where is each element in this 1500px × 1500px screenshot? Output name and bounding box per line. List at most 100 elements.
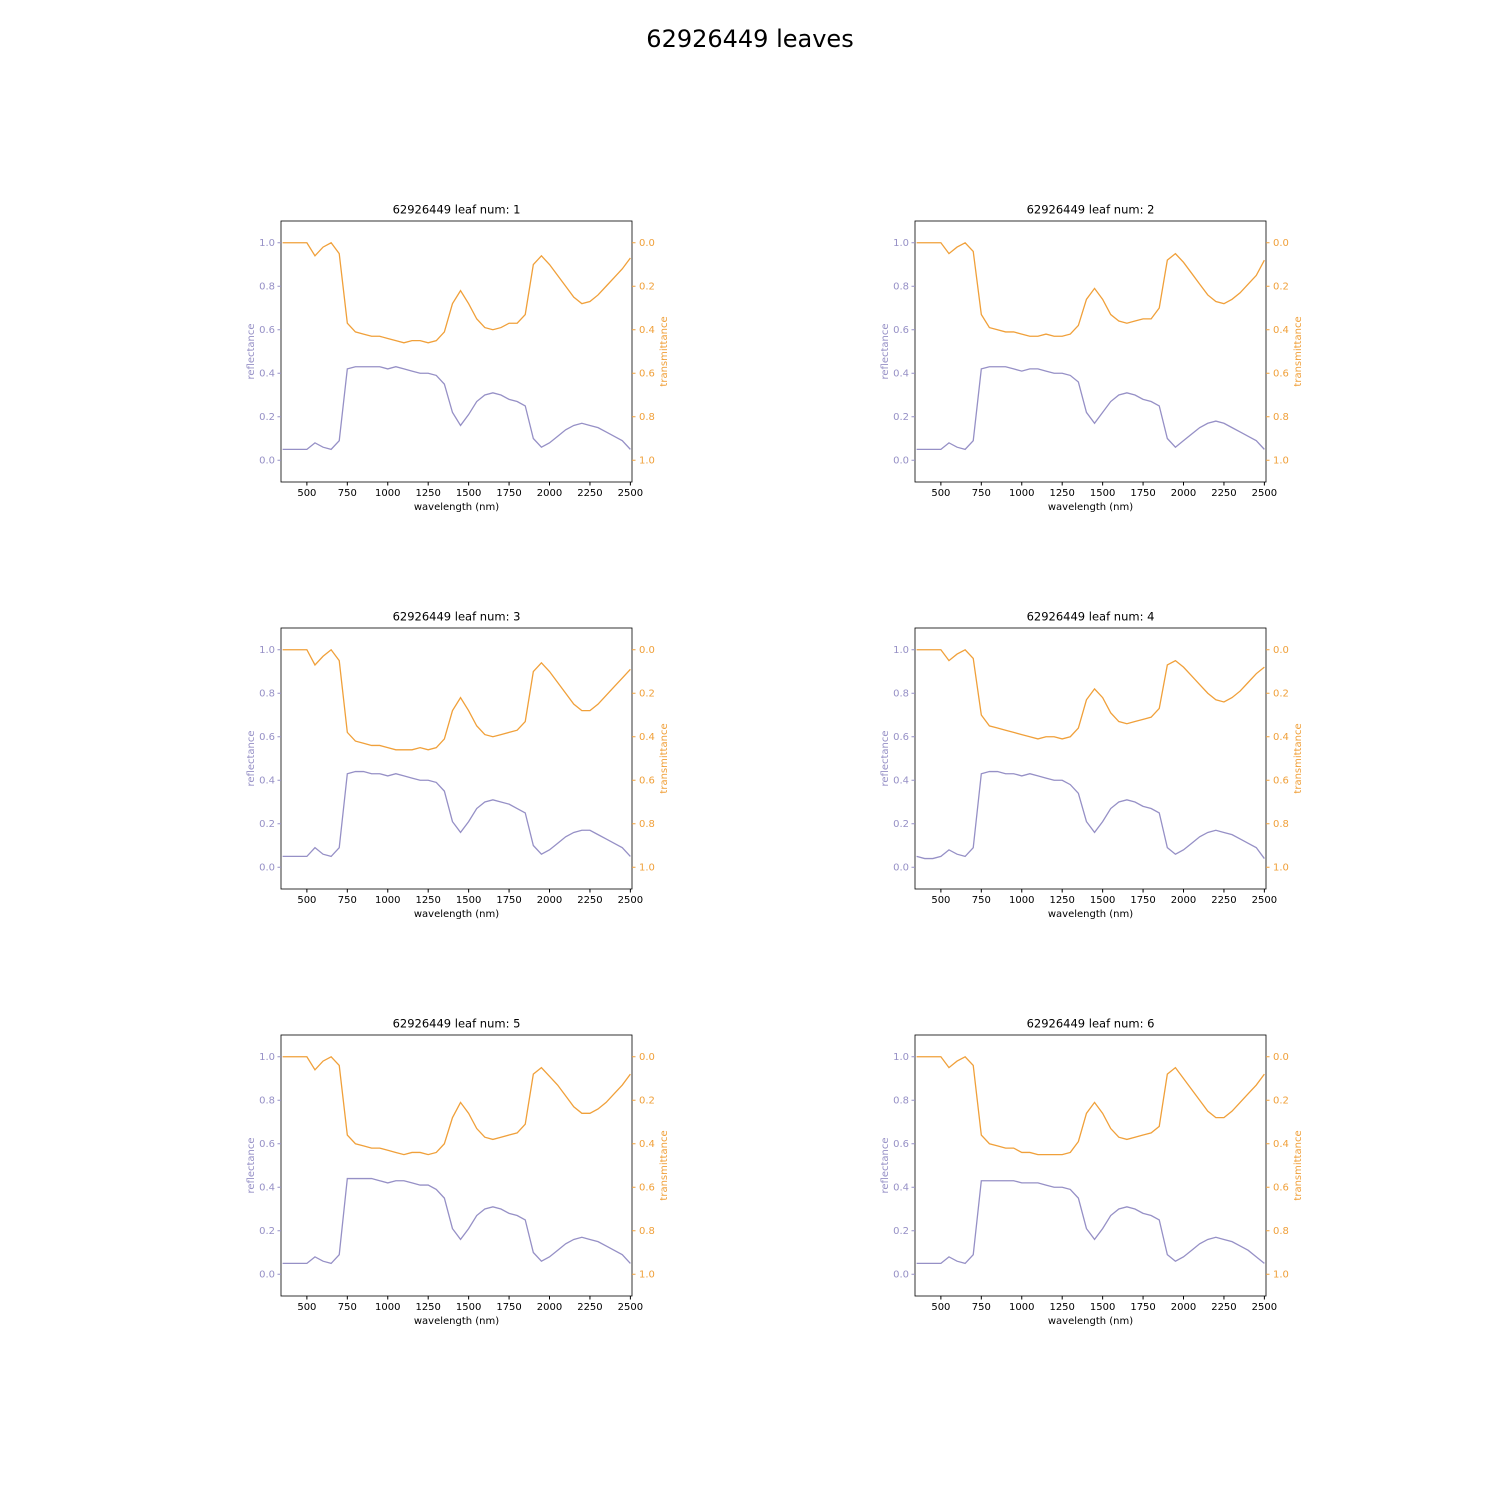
y2-tick-label: 0.0 [1273, 1052, 1289, 1063]
subplot-title: 62926449 leaf num: 5 [393, 1017, 521, 1031]
y2-tick-label: 0.2 [639, 688, 655, 699]
y2-tick-label: 0.8 [639, 819, 655, 830]
x-tick-label: 500 [297, 1302, 316, 1313]
x-tick-label: 750 [972, 895, 991, 906]
subplot-title: 62926449 leaf num: 3 [393, 610, 521, 624]
spectrum-line [916, 366, 1265, 451]
y-axis-label: reflectance [880, 1137, 891, 1193]
y-tick-label: 0.8 [893, 1095, 909, 1106]
x-tick-label: 2500 [1252, 1302, 1277, 1313]
plot-frame [280, 627, 633, 890]
y2-tick-label: 0.6 [639, 1182, 655, 1193]
x-tick-label: 1750 [496, 895, 521, 906]
y2-tick-label: 0.2 [1273, 1095, 1289, 1106]
y2-tick-label: 0.2 [1273, 281, 1289, 292]
y2-tick-label: 0.4 [639, 325, 655, 336]
x-tick-label: 2500 [1252, 488, 1277, 499]
x-tick-label: 500 [931, 1302, 950, 1313]
spectrum-line [282, 241, 631, 344]
x-tick-label: 750 [972, 488, 991, 499]
y-tick-label: 0.8 [893, 688, 909, 699]
y2-tick-label: 0.8 [639, 412, 655, 423]
y2-tick-label: 0.6 [1273, 1182, 1289, 1193]
y-tick-label: 0.8 [259, 1095, 275, 1106]
subplot-title: 62926449 leaf num: 2 [1027, 203, 1155, 217]
y2-tick-label: 1.0 [639, 455, 655, 466]
y2-axis-label: transmittance [659, 316, 670, 386]
y2-tick-label: 0.4 [639, 732, 655, 743]
y2-tick-label: 0.6 [639, 775, 655, 786]
x-tick-label: 2250 [577, 488, 602, 499]
x-tick-label: 1000 [375, 488, 400, 499]
y-tick-label: 0.2 [259, 819, 275, 830]
x-tick-label: 1500 [456, 895, 481, 906]
x-tick-label: 750 [338, 895, 357, 906]
y-tick-label: 0.2 [259, 412, 275, 423]
y-tick-label: 0.4 [259, 368, 275, 379]
y2-tick-label: 0.4 [1273, 732, 1289, 743]
spectrum-line [282, 1177, 631, 1265]
x-tick-label: 2000 [537, 895, 562, 906]
subplot-title: 62926449 leaf num: 6 [1027, 1017, 1155, 1031]
y-tick-label: 1.0 [259, 645, 275, 656]
plot-frame [914, 1034, 1267, 1297]
plot-frame [280, 220, 633, 483]
y2-axis-label: transmittance [659, 723, 670, 793]
y-tick-label: 0.0 [259, 1269, 275, 1280]
x-tick-label: 2250 [577, 1302, 602, 1313]
y2-axis-label: transmittance [1293, 316, 1304, 386]
x-tick-label: 750 [972, 1302, 991, 1313]
y2-axis-label: transmittance [1293, 723, 1304, 793]
x-tick-label: 1000 [375, 1302, 400, 1313]
y-tick-label: 0.4 [893, 368, 909, 379]
spectrum-line [916, 648, 1265, 740]
x-tick-label: 2500 [618, 488, 643, 499]
x-tick-label: 1750 [1130, 1302, 1155, 1313]
y2-tick-label: 1.0 [639, 862, 655, 873]
subplot-title: 62926449 leaf num: 1 [393, 203, 521, 217]
y-tick-label: 1.0 [893, 1052, 909, 1063]
x-axis-label: wavelength (nm) [1048, 502, 1133, 513]
x-tick-label: 2250 [577, 895, 602, 906]
plot-frame [914, 627, 1267, 890]
y2-tick-label: 0.0 [639, 238, 655, 249]
y-tick-label: 0.8 [893, 281, 909, 292]
spectrum-line [916, 1055, 1265, 1156]
x-axis-label: wavelength (nm) [1048, 1316, 1133, 1327]
x-tick-label: 500 [297, 488, 316, 499]
y-tick-label: 0.0 [893, 455, 909, 466]
x-tick-label: 2000 [1171, 488, 1196, 499]
x-axis-label: wavelength (nm) [414, 502, 499, 513]
y-tick-label: 0.0 [259, 862, 275, 873]
spectrum-line [916, 770, 1265, 860]
x-tick-label: 1500 [1090, 488, 1115, 499]
y-tick-label: 0.4 [259, 1182, 275, 1193]
x-tick-label: 2250 [1211, 488, 1236, 499]
y2-tick-label: 0.0 [639, 645, 655, 656]
spectrum-line [282, 1055, 631, 1156]
y2-tick-label: 1.0 [1273, 455, 1289, 466]
y2-tick-label: 0.8 [639, 1226, 655, 1237]
x-tick-label: 1500 [1090, 1302, 1115, 1313]
y2-tick-label: 0.0 [1273, 645, 1289, 656]
x-axis-label: wavelength (nm) [414, 1316, 499, 1327]
y2-tick-label: 0.2 [639, 1095, 655, 1106]
y2-tick-label: 0.4 [1273, 1139, 1289, 1150]
y-tick-label: 0.0 [893, 1269, 909, 1280]
spectrum-line [916, 241, 1265, 337]
y-tick-label: 1.0 [893, 238, 909, 249]
y-tick-label: 0.6 [259, 732, 275, 743]
y2-axis-label: transmittance [659, 1130, 670, 1200]
figure-title: 62926449 leaves [646, 25, 853, 53]
spectrum-line [282, 648, 631, 751]
y2-tick-label: 0.2 [1273, 688, 1289, 699]
y-tick-label: 0.2 [259, 1226, 275, 1237]
y-tick-label: 0.6 [893, 732, 909, 743]
x-tick-label: 500 [297, 895, 316, 906]
y2-tick-label: 1.0 [1273, 862, 1289, 873]
y2-tick-label: 1.0 [1273, 1269, 1289, 1280]
y2-tick-label: 0.0 [639, 1052, 655, 1063]
y-tick-label: 0.4 [893, 775, 909, 786]
x-tick-label: 2000 [1171, 895, 1196, 906]
